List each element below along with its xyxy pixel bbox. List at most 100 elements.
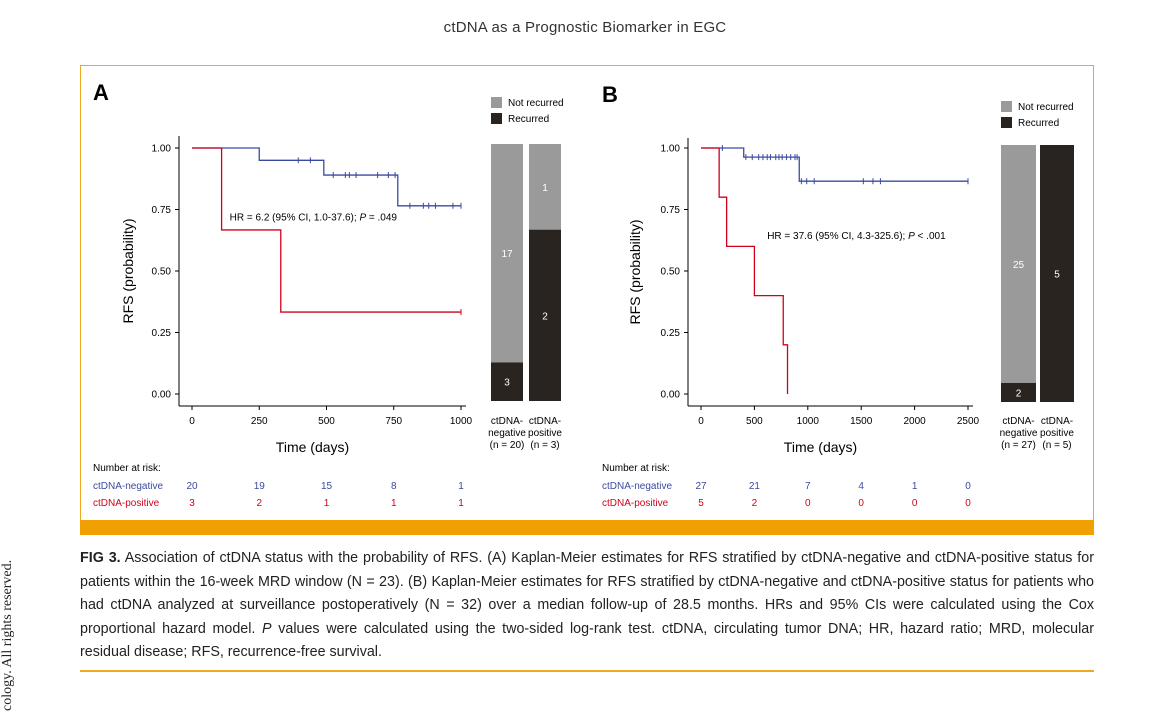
caption-p-italic: P bbox=[262, 620, 272, 637]
risk-value: 1 bbox=[324, 498, 330, 509]
risk-value: 19 bbox=[254, 481, 266, 492]
risk-row-name: ctDNA-negative bbox=[93, 481, 163, 492]
bar-not-recurred-label: 1 bbox=[542, 183, 548, 194]
caption-label: FIG 3. bbox=[80, 550, 121, 566]
risk-value: 1 bbox=[912, 481, 918, 492]
y-axis-title: RFS (probability) bbox=[627, 219, 643, 324]
legend-swatch bbox=[1001, 117, 1012, 128]
risk-value: 21 bbox=[749, 481, 761, 492]
bar-recurred-label: 5 bbox=[1054, 270, 1060, 281]
hr-annotation: HR = 37.6 (95% CI, 4.3-325.6); P < .001 bbox=[767, 231, 946, 242]
risk-value: 0 bbox=[805, 498, 811, 509]
x-tick-label: 750 bbox=[385, 416, 402, 427]
km-curve-ctDNA-negative bbox=[192, 147, 461, 207]
legend-label: Recurred bbox=[508, 114, 549, 125]
y-tick-label: 1.00 bbox=[152, 144, 172, 155]
risk-row-name: ctDNA-negative bbox=[602, 481, 672, 492]
km-curve-ctDNA-positive bbox=[701, 147, 789, 394]
legend-swatch bbox=[491, 113, 502, 124]
bar-category-line1: ctDNA- bbox=[529, 416, 561, 427]
y-tick-label: 0.75 bbox=[152, 205, 172, 216]
y-tick-label: 0.75 bbox=[661, 205, 681, 216]
bar-category-line3: (n = 20) bbox=[490, 440, 525, 451]
y-tick-label: 0.00 bbox=[661, 390, 681, 401]
risk-table-title: Number at risk: bbox=[602, 463, 670, 474]
hr-text: HR = 6.2 (95% CI, 1.0-37.6); bbox=[230, 213, 360, 224]
y-axis-title: RFS (probability) bbox=[120, 218, 136, 323]
risk-value: 8 bbox=[391, 481, 397, 492]
y-tick-label: 1.00 bbox=[661, 144, 681, 155]
risk-value: 0 bbox=[965, 481, 971, 492]
p-label: P bbox=[359, 213, 366, 224]
risk-value: 1 bbox=[458, 481, 464, 492]
bar-not-recurred-label: 17 bbox=[501, 249, 513, 260]
risk-value: 20 bbox=[186, 481, 198, 492]
bar-category-line1: ctDNA- bbox=[491, 416, 523, 427]
bar-category-line2: positive bbox=[528, 428, 562, 439]
y-tick-label: 0.00 bbox=[152, 390, 172, 401]
bar-not-recurred bbox=[491, 144, 523, 363]
figure-bottom-bar bbox=[80, 520, 1094, 535]
x-tick-label: 2000 bbox=[903, 416, 926, 427]
x-tick-label: 1500 bbox=[850, 416, 873, 427]
y-tick-label: 0.25 bbox=[661, 328, 681, 339]
x-tick-label: 1000 bbox=[797, 416, 820, 427]
running-header: ctDNA as a Prognostic Biomarker in EGC bbox=[443, 19, 727, 36]
x-tick-label: 500 bbox=[318, 416, 335, 427]
bar-recurred bbox=[491, 362, 523, 401]
legend-label: Not recurred bbox=[508, 98, 564, 109]
risk-table-title: Number at risk: bbox=[93, 463, 161, 474]
p-value: = .049 bbox=[366, 213, 397, 224]
panel-a: A 0.00 0.25 0.50 0.75 1.00 0 250 500 750 1000 Time … bbox=[81, 66, 586, 521]
risk-value: 0 bbox=[858, 498, 864, 509]
legend-swatch bbox=[1001, 101, 1012, 112]
panel-b: B 0.00 0.25 0.50 0.75 1.00 0 500 1000 1500 2000 250… bbox=[588, 66, 1093, 521]
x-axis-title: Time (days) bbox=[276, 439, 349, 455]
hr-annotation: HR = 6.2 (95% CI, 1.0-37.6); P = .049 bbox=[230, 213, 398, 224]
bar-category-line1: ctDNA- bbox=[1002, 416, 1034, 427]
bar-recurred bbox=[1040, 145, 1074, 402]
y-tick-label: 0.50 bbox=[152, 267, 172, 278]
bar-recurred bbox=[529, 229, 561, 401]
risk-value: 1 bbox=[458, 498, 464, 509]
bar-category-line2: positive bbox=[1040, 428, 1074, 439]
p-value: < .001 bbox=[915, 231, 946, 242]
figure-caption: FIG 3. Association of ctDNA status with … bbox=[80, 547, 1094, 665]
x-tick-label: 2500 bbox=[957, 416, 980, 427]
risk-value: 0 bbox=[965, 498, 971, 509]
km-curve-ctDNA-positive bbox=[192, 147, 461, 313]
bar-recurred bbox=[1001, 382, 1036, 402]
caption-rule bbox=[80, 670, 1094, 672]
risk-value: 5 bbox=[698, 498, 704, 509]
legend-label: Not recurred bbox=[1018, 102, 1074, 113]
km-chart-b: B0.000.250.500.751.000 500 1000 1500 2000 250… bbox=[602, 82, 1074, 509]
bar-category-line3: (n = 3) bbox=[530, 440, 559, 451]
bar-not-recurred-label: 25 bbox=[1013, 260, 1025, 271]
x-tick-label: 1000 bbox=[450, 416, 473, 427]
x-tick-label: 500 bbox=[746, 416, 763, 427]
bar-not-recurred bbox=[1001, 145, 1036, 383]
km-chart-a: A 0.00 0.25 0.50 0.75 1.00 0 250 500 750 1000 Time … bbox=[93, 80, 564, 509]
x-tick-label: 250 bbox=[251, 416, 268, 427]
bar-recurred-label: 2 bbox=[542, 311, 548, 322]
risk-value: 4 bbox=[858, 481, 864, 492]
bar-not-recurred bbox=[529, 144, 561, 230]
legend-swatch bbox=[491, 97, 502, 108]
risk-value: 3 bbox=[189, 498, 195, 509]
y-tick-label: 0.50 bbox=[661, 267, 681, 278]
figure-panel: A 0.00 0.25 0.50 0.75 1.00 0 250 500 750 1000 Time … bbox=[80, 65, 1094, 521]
caption-text-1: Association of ctDNA status with the pro… bbox=[80, 550, 1094, 637]
risk-value: 0 bbox=[912, 498, 918, 509]
caption-text-2: values were calculated using the two-sid… bbox=[80, 620, 1094, 661]
side-margin-text: cology. All rights reserved. bbox=[0, 559, 15, 711]
p-label: P bbox=[908, 231, 915, 242]
risk-value: 2 bbox=[752, 498, 758, 509]
x-tick-label: 0 bbox=[189, 416, 195, 427]
bar-category-line2: negative bbox=[1000, 428, 1038, 439]
risk-value: 27 bbox=[695, 481, 707, 492]
x-tick-label: 0 bbox=[698, 416, 704, 427]
risk-row-name: ctDNA-positive bbox=[93, 498, 160, 509]
bar-recurred-label: 2 bbox=[1016, 388, 1022, 399]
hr-text: HR = 37.6 (95% CI, 4.3-325.6); bbox=[767, 231, 908, 242]
panel-letter: A bbox=[93, 80, 109, 105]
